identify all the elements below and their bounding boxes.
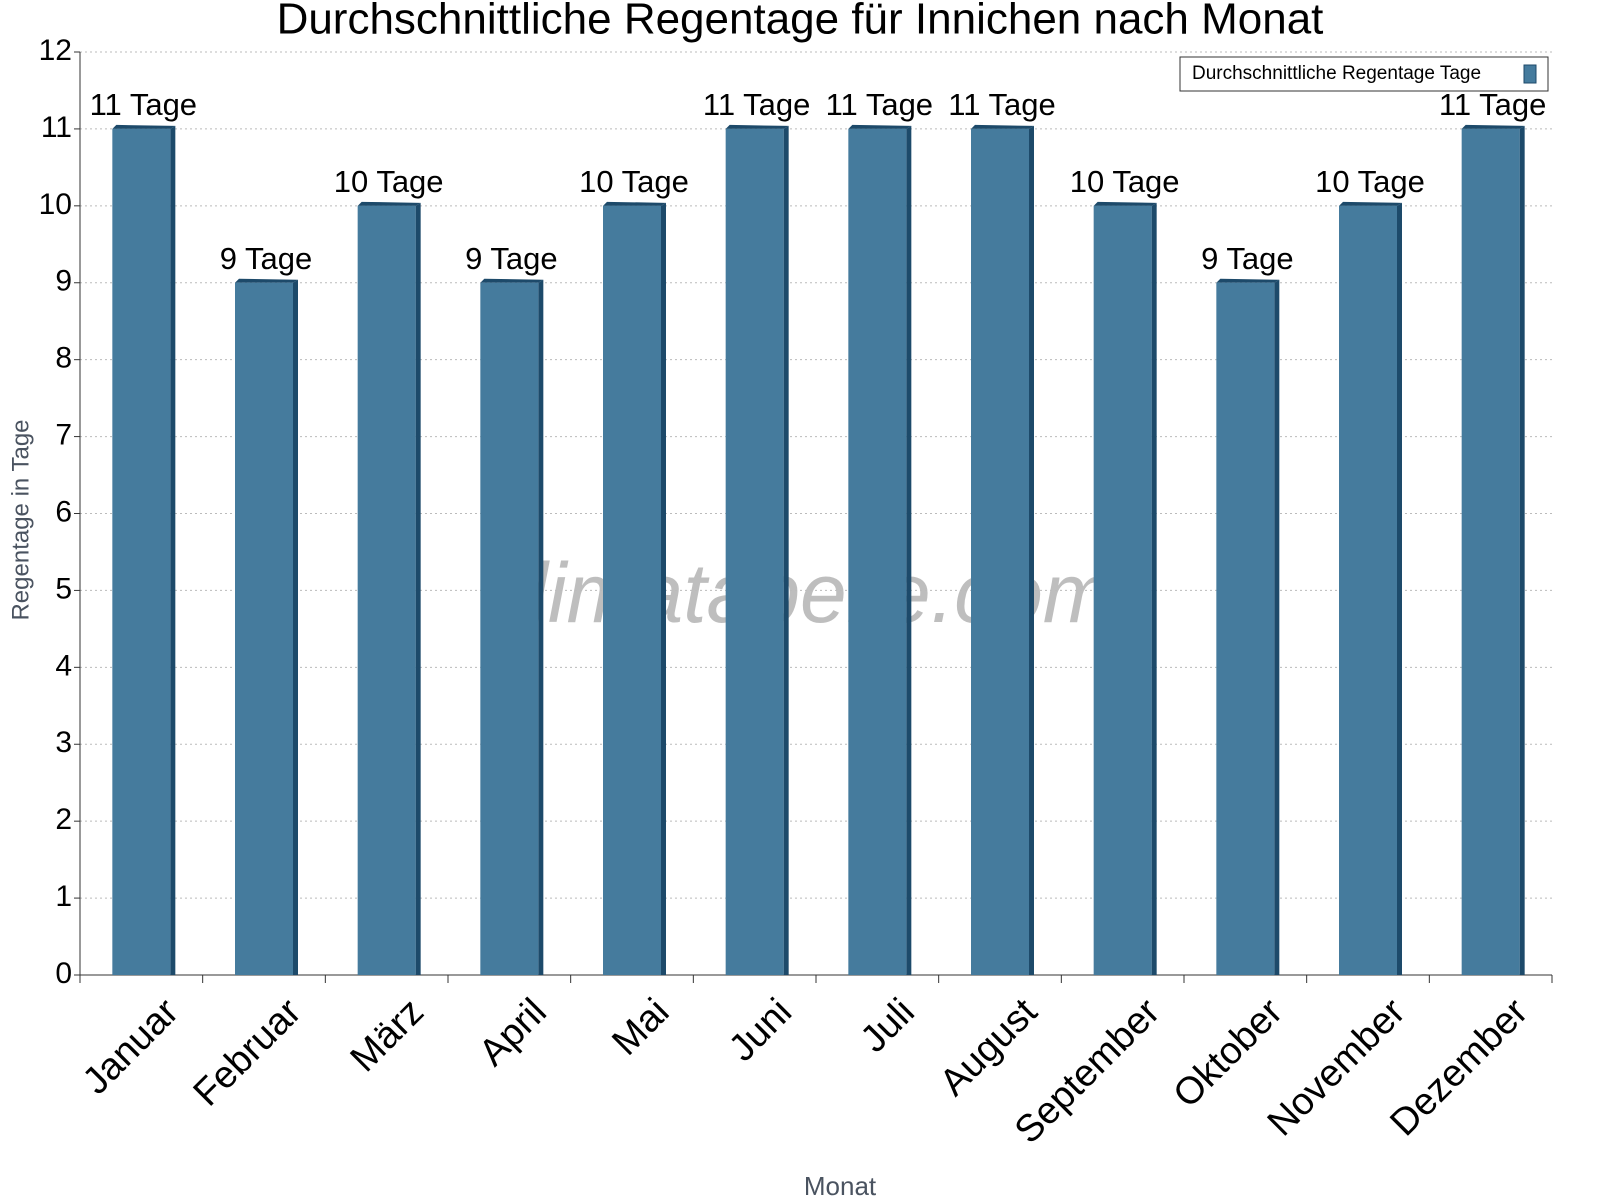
x-tick-label: Oktober xyxy=(1166,991,1292,1117)
x-tick-label: Mai xyxy=(604,991,677,1064)
bar xyxy=(603,205,661,976)
y-tick-label: 11 xyxy=(41,111,72,144)
y-tick-label: 4 xyxy=(55,649,72,682)
y-tick-label: 6 xyxy=(55,495,72,528)
bar-side xyxy=(415,202,421,976)
y-tick-label: 1 xyxy=(55,880,72,913)
bar-top xyxy=(235,278,298,283)
data-label: 11 Tage xyxy=(703,87,810,122)
bar-side xyxy=(538,279,544,975)
chart-title: Durchschnittliche Regentage für Innichen… xyxy=(277,0,1324,44)
bar-side xyxy=(1397,202,1402,976)
y-tick-label: 2 xyxy=(55,803,72,836)
data-label: 11 Tage xyxy=(948,87,1055,122)
y-axis-label: Regentage in Tage xyxy=(7,419,34,620)
y-tick-label: 0 xyxy=(55,957,72,990)
bar-top xyxy=(112,124,176,129)
x-tick-label: August xyxy=(932,990,1046,1104)
data-label: 9 Tage xyxy=(465,241,558,276)
bar xyxy=(725,128,784,975)
data-label: 11 Tage xyxy=(826,87,933,122)
data-label: 11 Tage xyxy=(1439,87,1546,122)
data-label: 10 Tage xyxy=(1070,164,1180,199)
bar xyxy=(1216,282,1275,975)
bar-side xyxy=(170,125,176,975)
bar xyxy=(1093,205,1152,976)
bar xyxy=(848,128,907,975)
bar-side xyxy=(906,125,912,975)
bar-side xyxy=(1519,125,1525,975)
bar xyxy=(357,205,416,976)
bar xyxy=(480,282,539,975)
bar-top xyxy=(1339,201,1402,206)
bar-top xyxy=(971,124,1034,129)
data-label: 10 Tage xyxy=(334,164,444,199)
bar-side xyxy=(783,125,789,975)
bar-top xyxy=(1093,201,1157,206)
bar-side xyxy=(1029,125,1034,975)
bar-side xyxy=(293,279,298,975)
bar-top xyxy=(1216,278,1280,283)
bar-top xyxy=(480,278,544,283)
bar xyxy=(1339,205,1397,976)
y-tick-label: 3 xyxy=(55,726,72,759)
bar xyxy=(235,282,293,975)
bar-top xyxy=(725,124,789,129)
bar-top xyxy=(1461,124,1525,129)
x-tick-label: Juli xyxy=(853,991,923,1061)
x-tick-label: Januar xyxy=(75,991,187,1103)
bar-top xyxy=(357,201,421,206)
y-tick-label: 7 xyxy=(55,419,72,452)
data-label: 9 Tage xyxy=(220,241,313,276)
y-tick-label: 9 xyxy=(55,265,72,298)
bar-side xyxy=(661,202,666,976)
x-tick-label: Februar xyxy=(186,991,310,1115)
bar-top xyxy=(848,124,912,129)
y-tick-label: 12 xyxy=(39,34,72,67)
data-label: 10 Tage xyxy=(579,164,689,199)
data-label: 9 Tage xyxy=(1201,241,1294,276)
bar xyxy=(112,128,171,975)
bar xyxy=(971,128,1029,975)
data-label: 10 Tage xyxy=(1315,164,1425,199)
y-tick-label: 8 xyxy=(55,342,72,375)
y-tick-label: 10 xyxy=(39,188,72,221)
data-label: 11 Tage xyxy=(90,87,197,122)
bar xyxy=(1461,128,1520,975)
legend-label: Durchschnittliche Regentage Tage xyxy=(1192,63,1481,84)
x-axis-label: Monat xyxy=(804,1171,877,1200)
x-tick-label: Juni xyxy=(721,991,800,1070)
y-tick-label: 5 xyxy=(55,572,72,605)
x-tick-label: März xyxy=(343,991,432,1080)
bar-side xyxy=(1151,202,1157,976)
bar-top xyxy=(603,201,666,206)
bar-side xyxy=(1274,279,1280,975)
legend-swatch xyxy=(1523,64,1537,84)
legend-box xyxy=(1179,56,1549,92)
x-tick-label: April xyxy=(471,991,554,1074)
